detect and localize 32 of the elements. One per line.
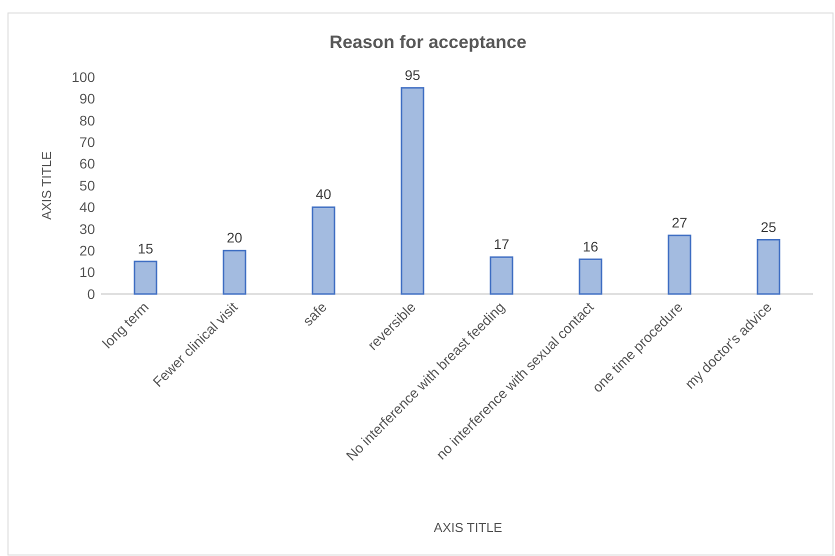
y-tick-label: 90 bbox=[79, 90, 96, 107]
x-tick-label: safe bbox=[300, 298, 330, 329]
data-label: 17 bbox=[494, 236, 510, 252]
y-tick-label: 20 bbox=[79, 242, 96, 258]
x-tick-label: long term bbox=[99, 298, 152, 352]
y-tick-label: 70 bbox=[79, 134, 96, 150]
data-label: 40 bbox=[316, 186, 332, 202]
bar bbox=[400, 87, 424, 295]
bar bbox=[490, 256, 514, 295]
data-label: 20 bbox=[226, 230, 242, 246]
data-label: 95 bbox=[404, 66, 420, 83]
bar bbox=[578, 258, 602, 295]
y-tick-label: 40 bbox=[79, 199, 96, 216]
y-tick-label: 10 bbox=[79, 264, 96, 280]
y-tick-label: 30 bbox=[79, 220, 96, 237]
y-axis-title: AXIS TITLE bbox=[39, 150, 54, 220]
data-label: 16 bbox=[582, 238, 598, 254]
data-label: 27 bbox=[672, 214, 688, 230]
y-tick-label: 100 bbox=[72, 68, 96, 85]
chart-title: Reason for acceptance bbox=[329, 32, 527, 52]
bar bbox=[134, 260, 158, 295]
y-tick-label: 50 bbox=[79, 177, 96, 194]
y-tick-label: 60 bbox=[79, 156, 96, 172]
y-tick-label: 0 bbox=[87, 286, 96, 302]
x-axis-title: AXIS TITLE bbox=[434, 520, 503, 535]
bar bbox=[312, 206, 336, 295]
bar bbox=[756, 239, 780, 295]
data-label: 25 bbox=[760, 218, 776, 235]
data-label: 15 bbox=[138, 240, 154, 256]
bar bbox=[222, 250, 246, 295]
bar bbox=[668, 234, 692, 295]
y-tick-label: 80 bbox=[79, 112, 96, 128]
